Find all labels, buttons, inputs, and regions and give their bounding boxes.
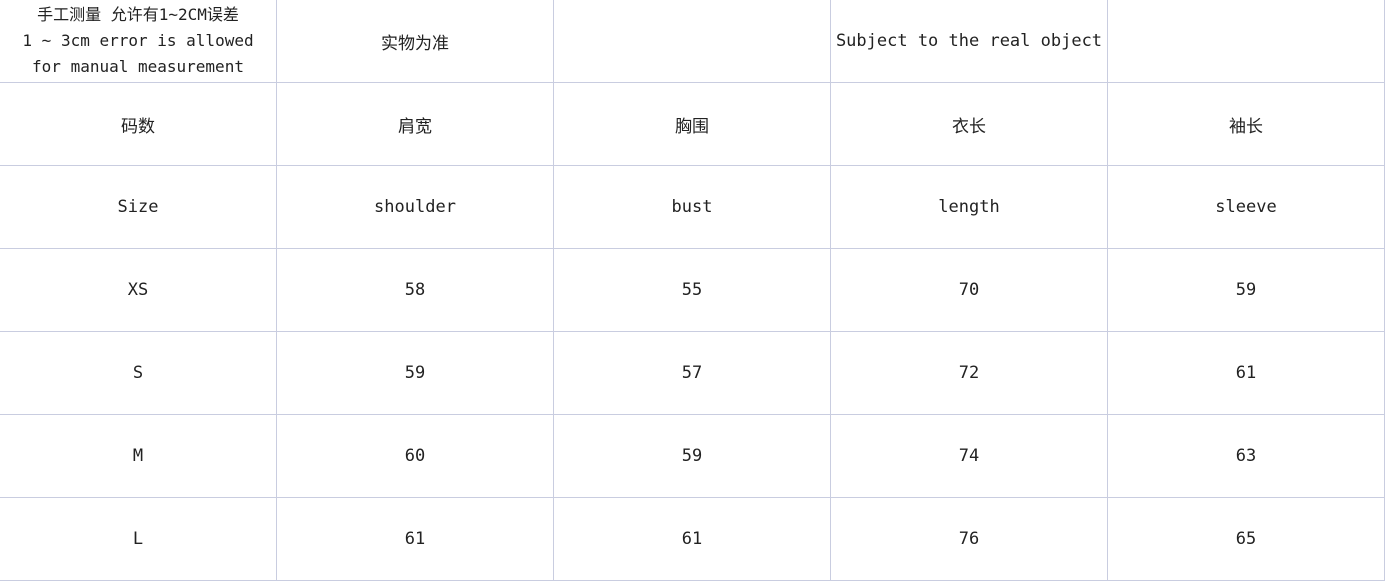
measurement-cell: 72	[830, 331, 1108, 415]
header-cell	[553, 0, 831, 83]
column-header: 胸围	[553, 82, 831, 166]
table-row: S 59 57 72 61	[0, 331, 1385, 415]
measurement-cell: 70	[830, 248, 1108, 332]
measurement-cell: 61	[553, 497, 831, 581]
column-header: 衣长	[830, 82, 1108, 166]
column-header: 肩宽	[276, 82, 554, 166]
measurement-cell: 61	[276, 497, 554, 581]
table-row: L 61 61 76 65	[0, 497, 1385, 581]
measurement-cell: 63	[1107, 414, 1385, 498]
measurement-cell: 74	[830, 414, 1108, 498]
table-row: XS 58 55 70 59	[0, 248, 1385, 332]
header-cell: Subject to the real object	[830, 0, 1108, 83]
measurement-cell: 60	[276, 414, 554, 498]
size-cell: XS	[0, 248, 277, 332]
size-cell: M	[0, 414, 277, 498]
size-cell: S	[0, 331, 277, 415]
header-row: 手工测量 允许有1~2CM误差 1 ~ 3cm error is allowed…	[0, 0, 1385, 83]
measurement-cell: 59	[1107, 248, 1385, 332]
column-header: 码数	[0, 82, 277, 166]
table-row: M 60 59 74 63	[0, 414, 1385, 498]
column-header: bust	[553, 165, 831, 249]
column-header: Size	[0, 165, 277, 249]
measurement-cell: 59	[553, 414, 831, 498]
column-header-cn-row: 码数 肩宽 胸围 衣长 袖长	[0, 82, 1385, 166]
measurement-cell: 59	[276, 331, 554, 415]
size-cell: L	[0, 497, 277, 581]
measurement-cell: 65	[1107, 497, 1385, 581]
measurement-cell: 55	[553, 248, 831, 332]
header-cell: 实物为准	[276, 0, 554, 83]
measurement-cell: 76	[830, 497, 1108, 581]
column-header: 袖长	[1107, 82, 1385, 166]
measurement-cell: 58	[276, 248, 554, 332]
column-header: length	[830, 165, 1108, 249]
measurement-cell: 61	[1107, 331, 1385, 415]
header-cell	[1107, 0, 1385, 83]
column-header: shoulder	[276, 165, 554, 249]
measurement-note: 手工测量 允许有1~2CM误差 1 ~ 3cm error is allowed…	[0, 0, 277, 83]
column-header-en-row: Size shoulder bust length sleeve	[0, 165, 1385, 249]
measurement-cell: 57	[553, 331, 831, 415]
column-header: sleeve	[1107, 165, 1385, 249]
